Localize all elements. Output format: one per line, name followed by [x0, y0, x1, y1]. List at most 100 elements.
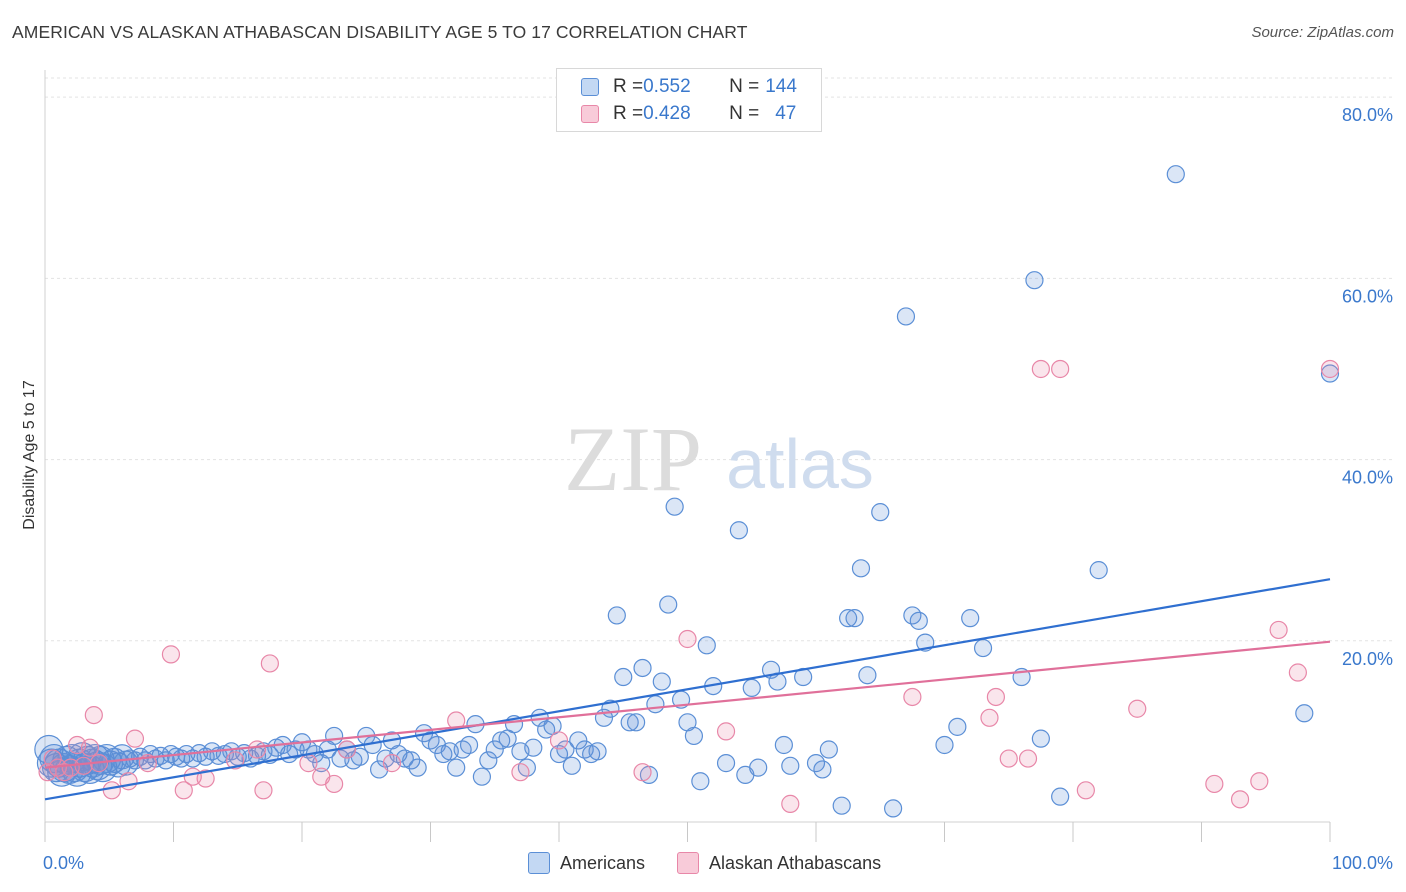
point-alaskan [174, 781, 193, 800]
point-alaskan [80, 738, 100, 757]
legend-row-americans: R = 0.552 N = 144 [581, 74, 797, 100]
point-alaskan [986, 687, 1006, 707]
point-alaskan [511, 763, 530, 782]
point-americans [851, 559, 871, 578]
point-americans [749, 758, 768, 777]
point-americans [781, 756, 800, 775]
point-alaskan [980, 708, 999, 727]
trend-line-americans [44, 578, 1331, 801]
point-americans [1051, 787, 1070, 806]
point-americans [697, 636, 716, 655]
series-legend: Americans Alaskan Athabascans [528, 852, 913, 874]
point-alaskan [633, 763, 652, 782]
point-americans [729, 521, 749, 540]
point-americans [896, 307, 916, 326]
point-americans [839, 609, 858, 628]
point-alaskan [74, 756, 93, 775]
grid-lines [45, 77, 1392, 642]
source-credit: Source: ZipAtlas.com [1251, 24, 1394, 41]
point-americans [858, 666, 877, 685]
point-alaskan [226, 751, 245, 770]
point-americans [961, 609, 980, 628]
point-americans [935, 735, 954, 755]
legend-n-label: N = [729, 76, 760, 97]
point-alaskan [1051, 359, 1070, 379]
legend-n-value: 47 [775, 103, 797, 124]
point-americans [646, 695, 665, 714]
point-alaskan [781, 794, 800, 813]
point-americans [485, 740, 504, 759]
legend-n-label: N = [729, 103, 760, 124]
point-americans [845, 609, 864, 628]
point-alaskan [260, 654, 279, 673]
point-americans [684, 726, 704, 746]
point-alaskan [549, 731, 569, 750]
point-alaskan [1031, 359, 1050, 379]
legend-r-label: R = [613, 76, 644, 97]
legend-r-value: 0.428 [643, 103, 691, 124]
point-americans [1031, 729, 1050, 748]
point-americans [286, 740, 305, 759]
point-americans [1320, 364, 1340, 383]
point-americans [948, 717, 967, 736]
point-alaskan [1205, 774, 1224, 794]
point-alaskan [1018, 749, 1038, 768]
point-americans [325, 726, 344, 746]
point-alaskan [999, 749, 1018, 768]
point-americans [588, 742, 607, 761]
point-americans [633, 658, 652, 678]
point-americans [819, 740, 838, 759]
legend-r-label: R = [613, 103, 644, 124]
point-alaskan [1269, 620, 1288, 640]
trend-line-alaskan [44, 640, 1331, 769]
point-alaskan [1230, 790, 1250, 809]
axes [44, 70, 1331, 842]
legend-swatch-americans [581, 78, 599, 96]
point-americans [556, 740, 575, 759]
point-americans [1025, 271, 1044, 290]
point-americans [459, 735, 479, 755]
point-americans [447, 758, 466, 777]
data-points [34, 165, 1340, 818]
point-americans [472, 767, 491, 786]
tick-labels: 20.0% 40.0% 60.0% 80.0% 0.0% 100.0% [43, 105, 1393, 873]
point-alaskan [196, 769, 215, 788]
point-americans [1089, 561, 1108, 580]
point-americans [691, 772, 710, 791]
point-alaskan [1288, 663, 1307, 682]
legend-r-value: 0.552 [643, 76, 691, 97]
point-americans [742, 678, 761, 698]
point-alaskan [1128, 699, 1147, 718]
point-alaskan [119, 772, 138, 791]
point-alaskan [325, 774, 344, 794]
legend-label-alaskan: Alaskan Athabascans [709, 852, 882, 873]
point-alaskan [903, 687, 922, 707]
point-americans [973, 638, 993, 658]
legend-item-americans: Americans [528, 852, 645, 874]
point-americans [562, 756, 581, 775]
point-alaskan [254, 781, 273, 800]
point-alaskan [382, 754, 402, 773]
x-tick-label: 100.0% [1332, 853, 1393, 873]
point-alaskan [299, 754, 318, 773]
watermark-zip: ZIP [564, 408, 702, 510]
point-americans [607, 606, 626, 625]
point-americans [883, 799, 903, 818]
point-americans [832, 796, 851, 815]
point-alaskan [1250, 772, 1269, 791]
point-alaskan [84, 705, 103, 725]
point-alaskan [1076, 781, 1095, 800]
point-americans [620, 713, 639, 732]
point-americans [479, 751, 498, 770]
y-tick-label: 60.0% [1342, 286, 1393, 306]
legend-swatch-alaskan [677, 852, 700, 874]
legend-swatch-alaskan [581, 105, 599, 123]
y-tick-label: 40.0% [1342, 468, 1393, 488]
chart-title: AMERICAN VS ALASKAN ATHABASCAN DISABILIT… [12, 22, 748, 42]
point-americans [871, 503, 890, 522]
point-americans [402, 751, 421, 770]
legend-swatch-americans [528, 852, 550, 874]
legend-row-alaskan: R = 0.428 N = 47 [581, 101, 796, 127]
point-americans [614, 667, 633, 687]
point-americans [665, 497, 684, 516]
